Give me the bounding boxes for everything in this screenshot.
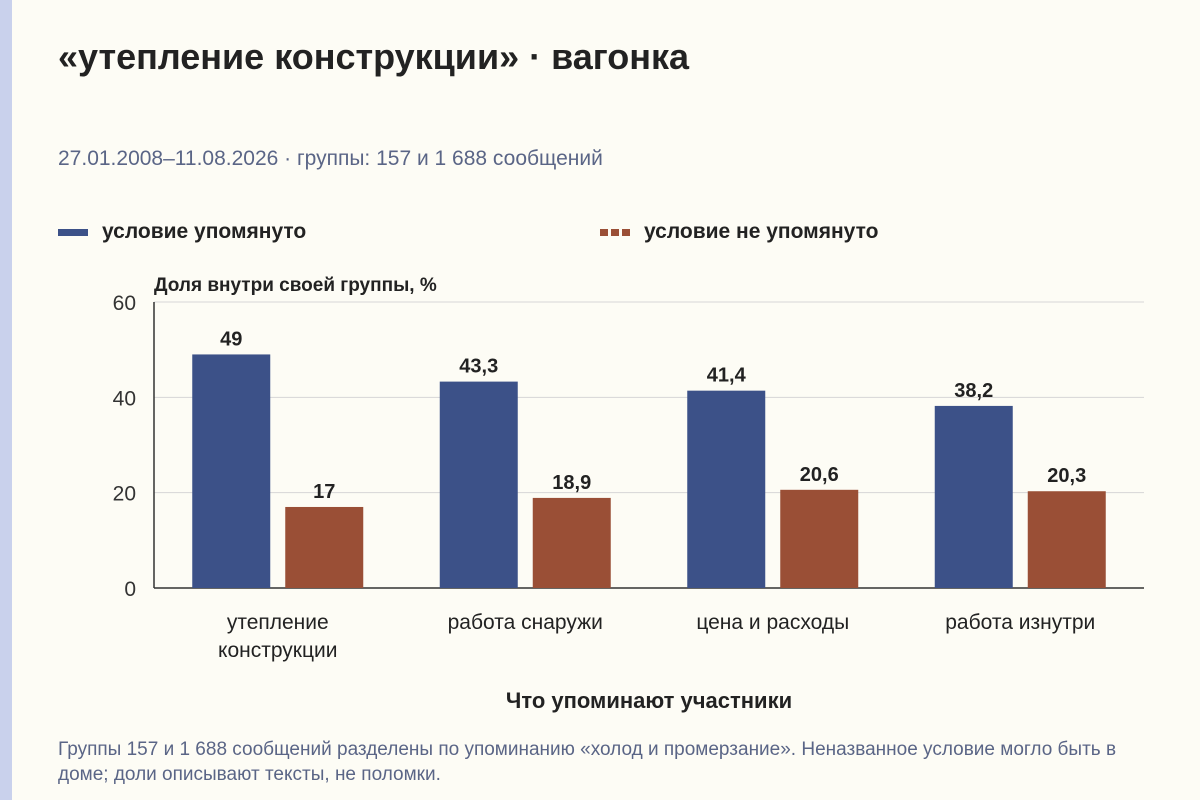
bar-not-mentioned xyxy=(780,489,859,588)
data-label: 38,2 xyxy=(954,380,993,402)
data-label: 20,6 xyxy=(800,464,839,486)
footnote: Группы 157 и 1 688 сообщений разделены п… xyxy=(58,739,1117,785)
y-tick-label: 0 xyxy=(124,578,136,601)
bar-not-mentioned xyxy=(285,506,364,588)
bar-mentioned xyxy=(439,381,518,588)
legend-swatch-mentioned xyxy=(58,228,88,236)
data-label: 49 xyxy=(220,328,242,350)
left-accent-stripe xyxy=(0,0,12,800)
bar-mentioned xyxy=(192,354,271,588)
x-axis-title: Что упоминают участники xyxy=(506,688,792,713)
chart-title: «утепление конструкции» · вагонка xyxy=(58,36,690,77)
chart-subtitle: 27.01.2008–11.08.2026 · группы: 157 и 1 … xyxy=(58,147,603,170)
legend-item-mentioned: условие упомянуто xyxy=(58,220,306,244)
y-axis-title: Доля внутри своей группы, % xyxy=(154,275,437,296)
data-label: 17 xyxy=(313,481,335,503)
x-tick-label: конструкции xyxy=(218,639,337,662)
data-label: 41,4 xyxy=(707,365,747,387)
x-tick-label: утепление xyxy=(227,611,329,634)
x-tick-label: работа изнутри xyxy=(945,611,1095,634)
bar-not-mentioned xyxy=(1027,491,1106,588)
data-label: 18,9 xyxy=(552,472,591,494)
legend-label-mentioned: условие упомянуто xyxy=(102,220,307,243)
y-tick-label: 20 xyxy=(113,483,136,506)
y-tick-label: 60 xyxy=(113,292,136,315)
x-tick-label: цена и расходы xyxy=(696,611,849,634)
bar-mentioned xyxy=(687,390,766,588)
y-tick-label: 40 xyxy=(113,387,136,410)
legend-item-not-mentioned: условие не упомянуто xyxy=(600,220,878,244)
data-label: 43,3 xyxy=(459,356,498,378)
data-label: 20,3 xyxy=(1047,465,1086,487)
legend-label-not-mentioned: условие не упомянуто xyxy=(644,220,879,243)
bar-mentioned xyxy=(934,405,1013,588)
bar-not-mentioned xyxy=(532,497,611,588)
legend-swatch-not-mentioned xyxy=(600,228,630,236)
x-tick-label: работа снаружи xyxy=(448,611,603,634)
